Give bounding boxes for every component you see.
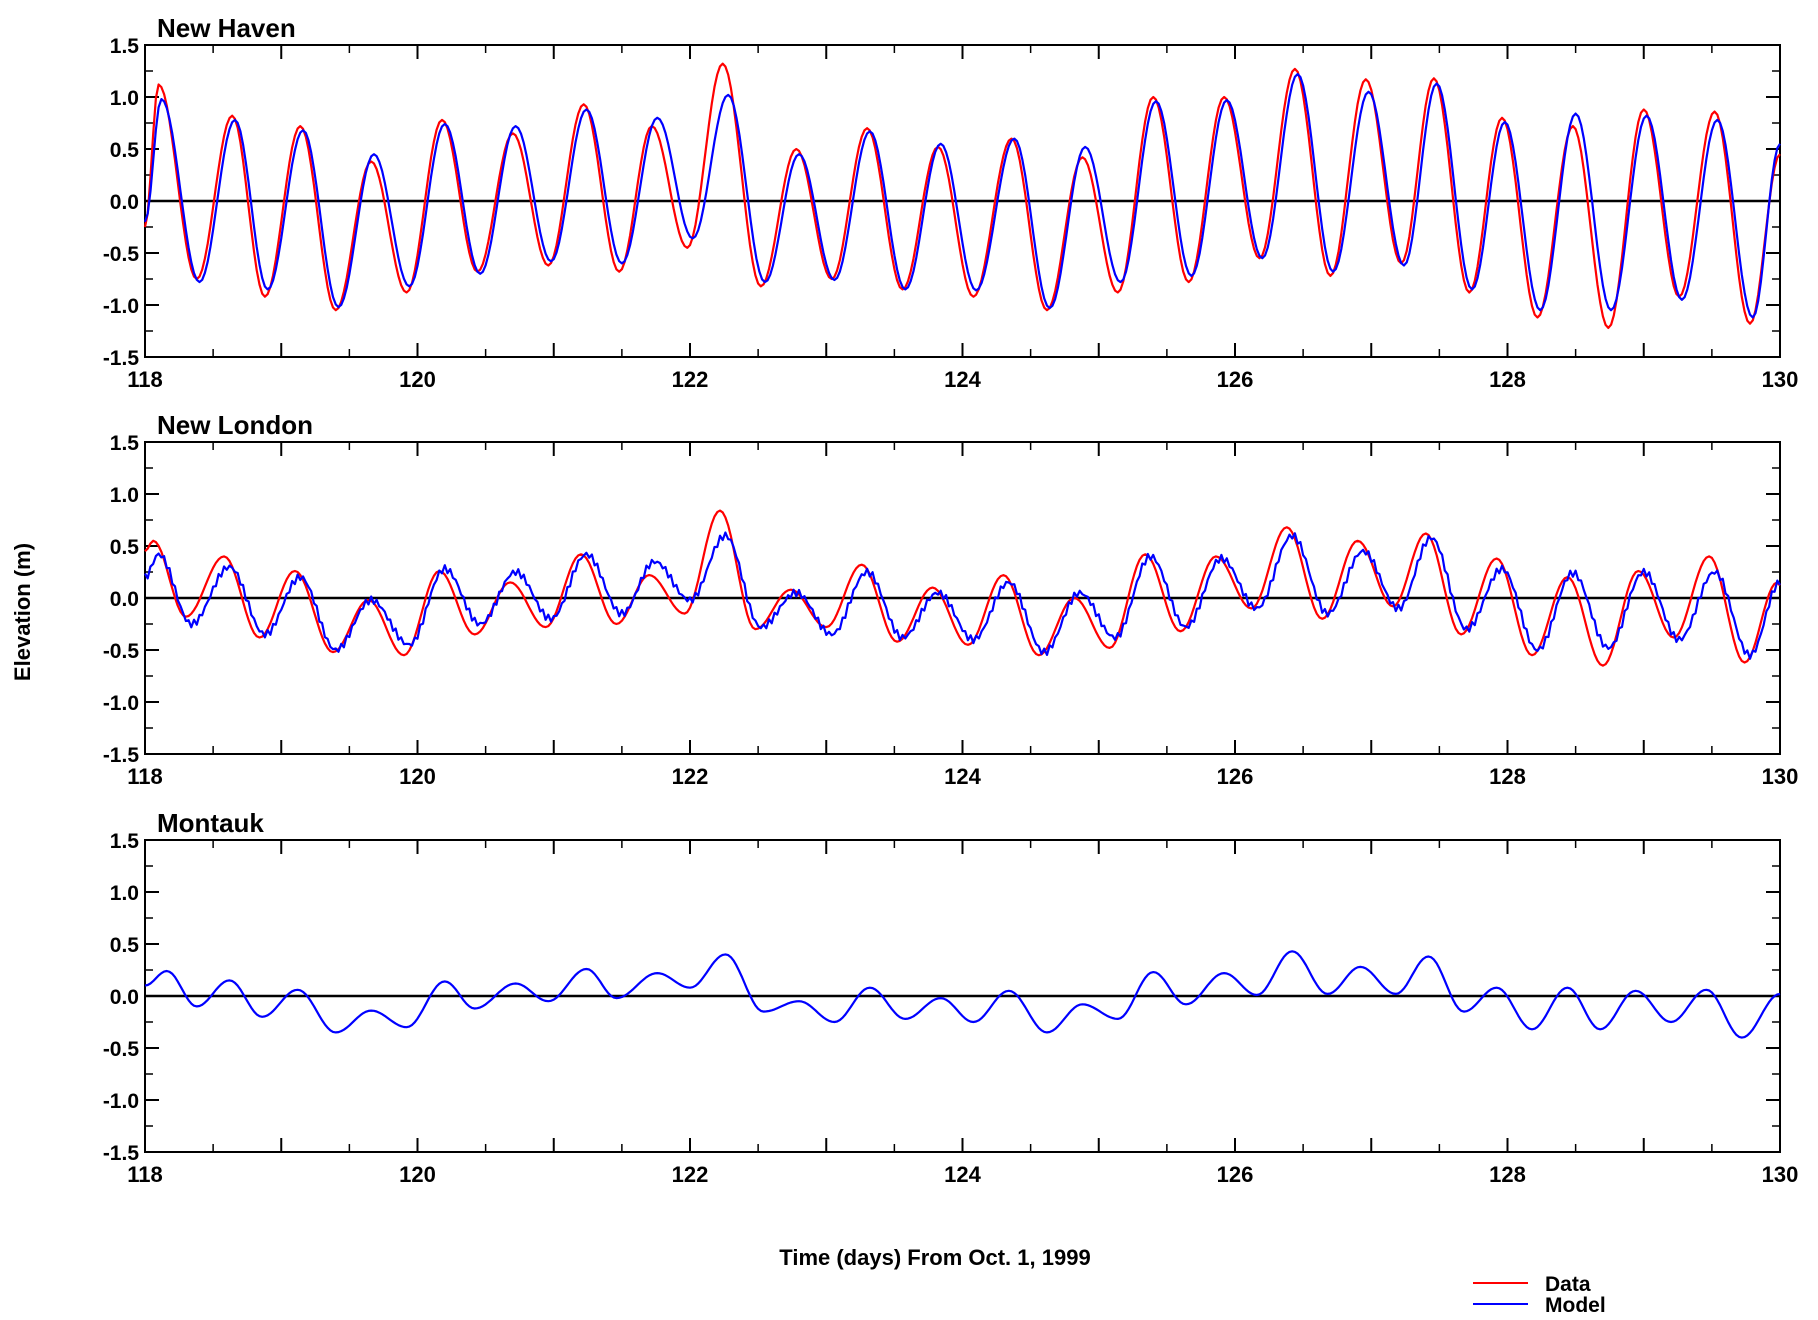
x-tick-label: 126 [1217,367,1254,392]
legend-label-data: Data [1545,1273,1591,1296]
x-tick-label: 124 [944,1162,981,1187]
y-tick-label: 1.0 [110,484,139,507]
y-tick-label: -0.5 [103,1038,140,1061]
x-tick-label: 120 [399,764,436,789]
x-tick-label: 130 [1762,1162,1799,1187]
x-tick-label: 120 [399,1162,436,1187]
x-axis-label: Time (days) From Oct. 1, 1999 [779,1245,1090,1270]
panel-new-london: 118 120 122 124 126 128 130 1.5 1.0 0.5 0.0 -0.5 -1.… [103,410,1799,789]
x-tick-label: 130 [1762,764,1799,789]
y-tick-label: 1.5 [110,35,140,58]
x-tick-label: 126 [1217,1162,1254,1187]
y-tick-label: 1.5 [110,432,140,455]
panel-montauk: 118 120 122 124 126 128 130 1.5 1.0 0.5 0.0 -0.5 -1.… [103,808,1799,1187]
legend: Data Model [1473,1273,1606,1317]
x-tick-label: 120 [399,367,436,392]
x-tick-label: 118 [127,367,163,392]
y-axis-label: Elevation (m) [10,543,35,681]
y-tick-label: -1.0 [103,295,139,318]
y-tick-label: 0.0 [110,986,139,1009]
legend-label-model: Model [1545,1294,1606,1317]
y-tick-label: 1.0 [110,87,139,110]
x-tick-label: 122 [672,764,709,789]
y-tick-label: 1.0 [110,882,139,905]
series-line-model [144,950,1781,1039]
y-tick-label: -0.5 [103,640,140,663]
panel-title: Montauk [157,808,264,838]
y-tick-label: 0.5 [110,934,140,957]
series-line-model [143,73,1781,319]
x-tick-label: 124 [944,764,981,789]
x-tick-label: 128 [1489,764,1526,789]
series-line-data [143,62,1781,329]
y-tick-label: -1.5 [103,1142,140,1165]
y-tick-label: 0.0 [110,191,139,214]
x-tick-label: 124 [944,367,981,392]
x-tick-label: 122 [672,367,709,392]
y-tick-label: -1.5 [103,347,140,370]
x-tick-label: 126 [1217,764,1254,789]
x-tick-label: 118 [127,1162,163,1187]
series-line-model [144,531,1781,660]
y-tick-label: -0.5 [103,243,140,266]
panel-title: New Haven [157,13,296,43]
x-tick-label: 128 [1489,1162,1526,1187]
x-tick-label: 128 [1489,367,1526,392]
y-tick-label: 0.5 [110,139,140,162]
series-line-data [144,509,1781,667]
x-tick-label: 122 [672,1162,709,1187]
y-tick-label: 1.5 [110,830,140,853]
y-tick-label: -1.0 [103,692,139,715]
panel-title: New London [157,410,313,440]
y-tick-label: -1.0 [103,1090,139,1113]
y-tick-label: 0.0 [110,588,139,611]
panel-new-haven: 118 120 122 124 126 128 130 1.5 1.0 0.5 0.0 -0.5 -1.… [103,13,1799,392]
y-tick-label: 0.5 [110,536,140,559]
x-tick-label: 130 [1762,367,1799,392]
y-tick-label: -1.5 [103,744,140,767]
x-tick-label: 118 [127,764,163,789]
